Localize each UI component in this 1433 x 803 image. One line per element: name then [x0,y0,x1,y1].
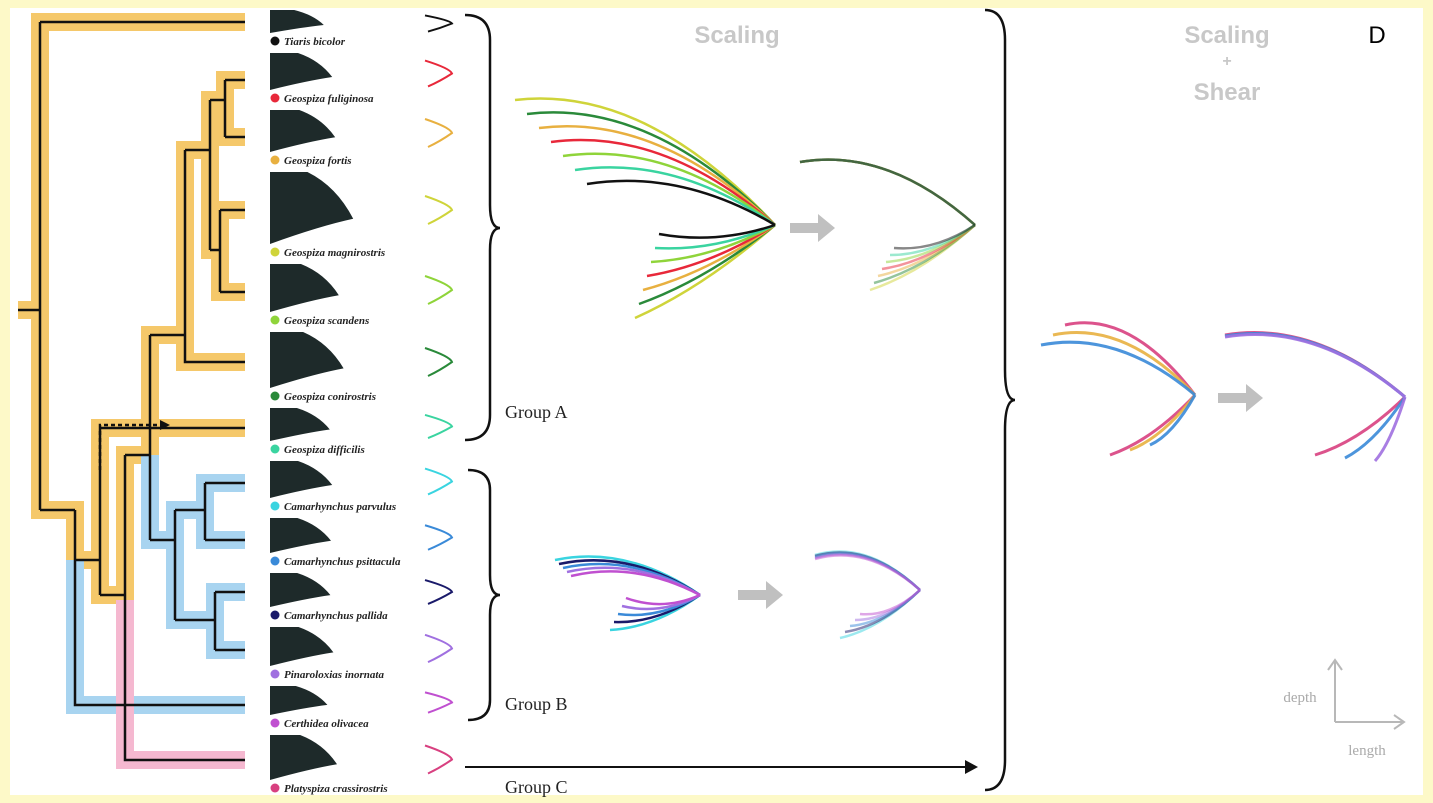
species-name: Platyspiza crassirostris [284,783,388,795]
species-dot [271,248,280,257]
species-dot [271,611,280,620]
species-name: Camarhynchus parvulus [284,501,396,513]
species-name: Camarhynchus pallida [284,610,388,622]
title: Scaling [1184,22,1269,49]
species-dot [271,156,280,165]
species-dot [271,784,280,793]
title: Scaling [694,22,779,49]
species-name: Geospiza fortis [284,155,352,167]
axis-label: depth [1283,690,1317,706]
species-dot [271,502,280,511]
species-name: Geospiza difficilis [284,444,365,456]
species-name: Geospiza fuliginosa [284,93,374,105]
group-label: Group B [505,694,568,714]
panel-label: D [1368,22,1385,49]
title: + [1222,53,1231,70]
axis-label: length [1348,743,1386,759]
species-dot [271,445,280,454]
species-name: Camarhynchus psittacula [284,556,401,568]
species-name: Tiaris bicolor [284,36,346,48]
species-dot [271,316,280,325]
species-dot [271,37,280,46]
group-label: Group A [505,402,568,422]
species-name: Geospiza conirostris [284,391,376,403]
species-name: Certhidea olivacea [284,718,369,730]
species-name: Geospiza magnirostris [284,247,385,259]
species-name: Pinaroloxias inornata [284,669,384,681]
species-dot [271,719,280,728]
species-dot [271,670,280,679]
species-dot [271,392,280,401]
species-dot [271,557,280,566]
species-name: Geospiza scandens [284,315,369,327]
group-label: Group C [505,777,568,797]
species-dot [271,94,280,103]
title: Shear [1194,79,1261,106]
figure: Tiaris bicolor Geospiza fuliginosa Geospiz… [0,0,1433,803]
